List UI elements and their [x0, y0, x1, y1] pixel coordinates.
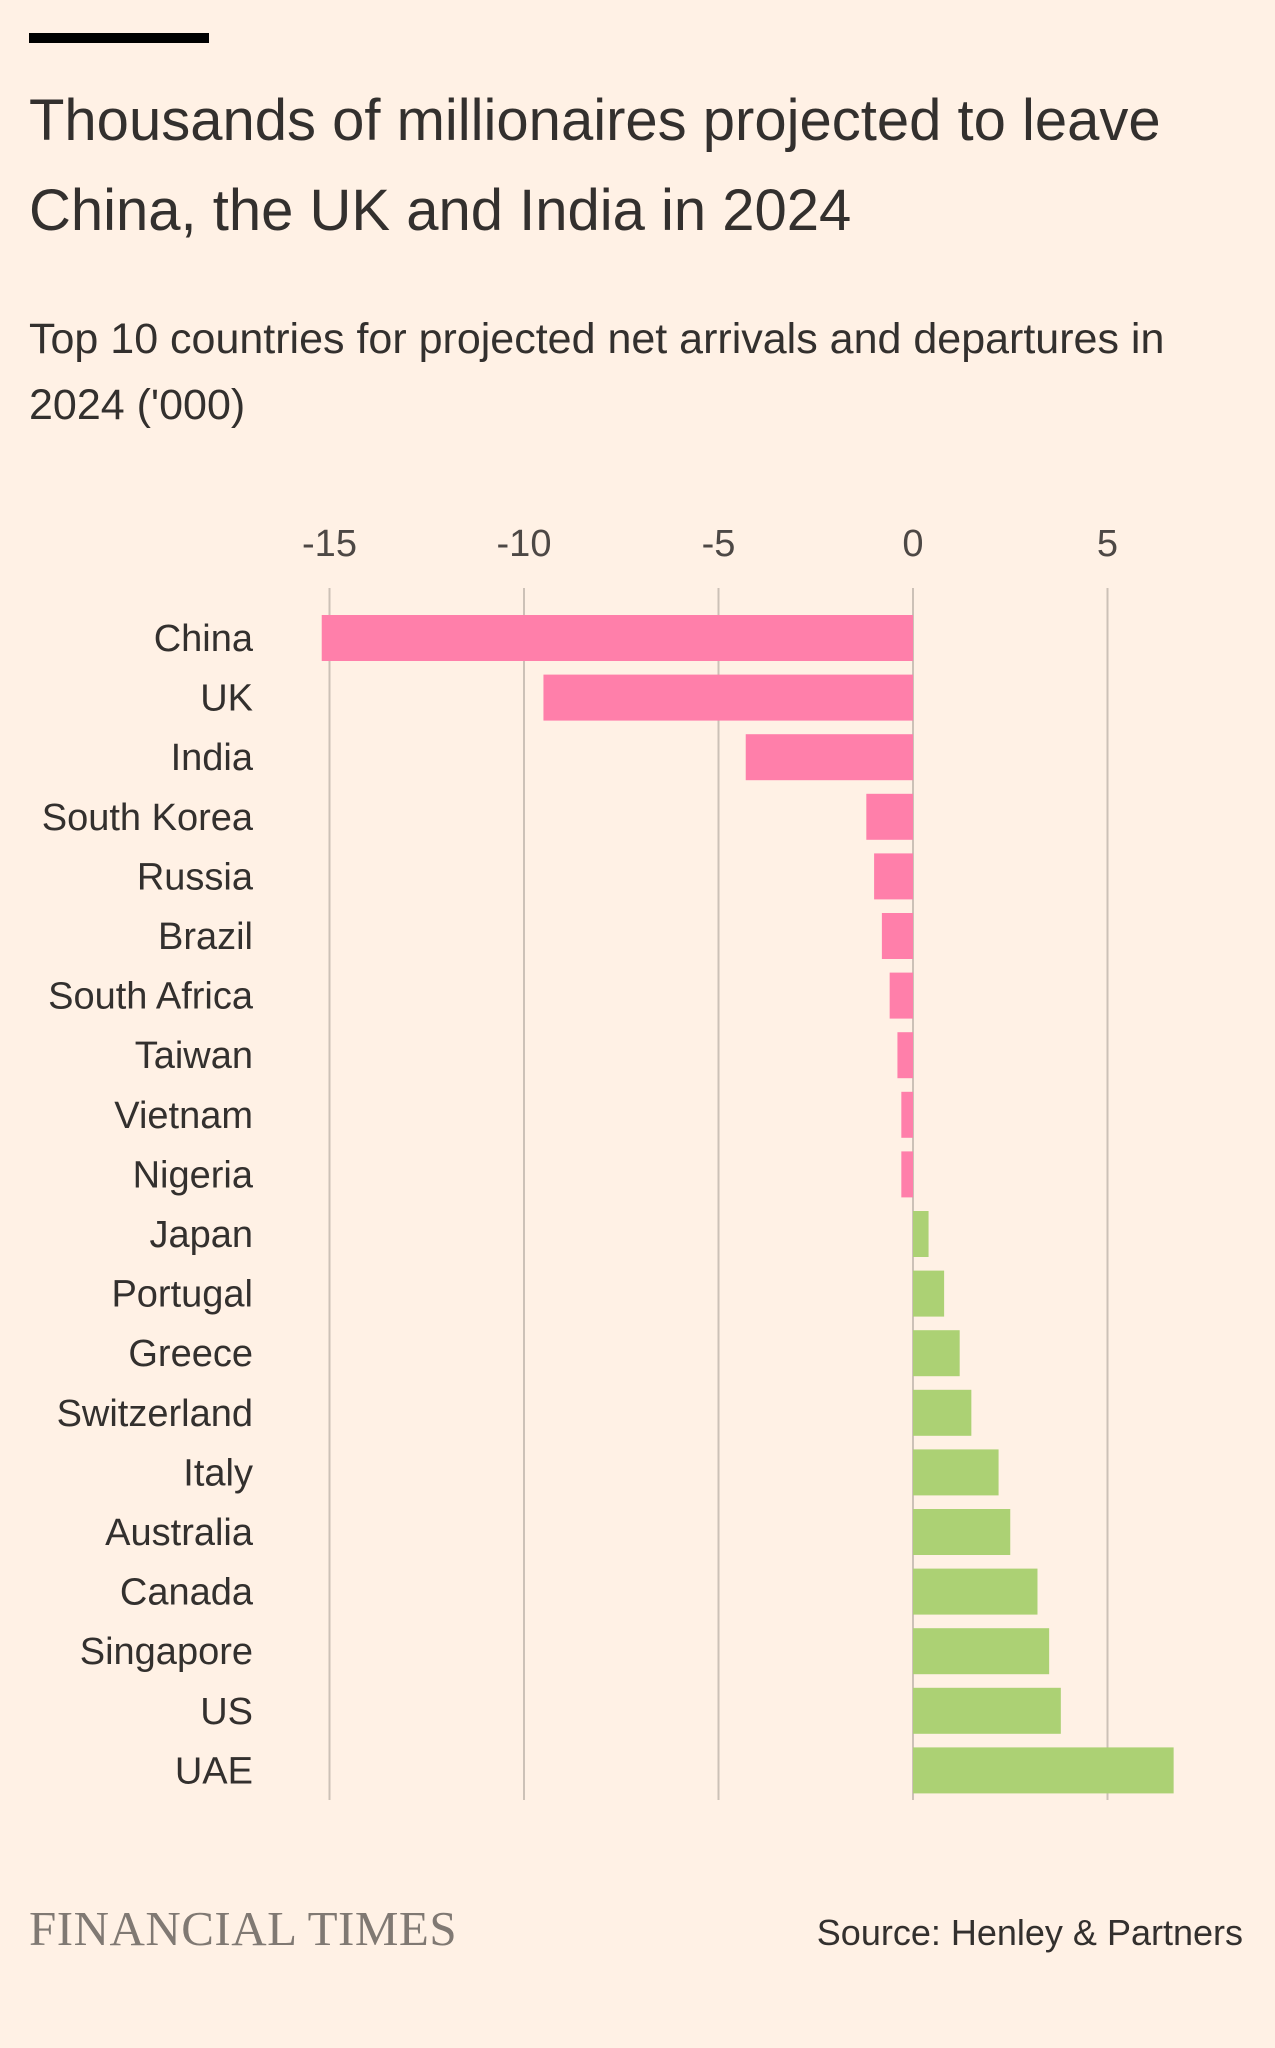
bar-uae [913, 1747, 1174, 1794]
category-label: Japan [149, 1214, 253, 1256]
bar-vietnam [901, 1091, 913, 1138]
bar-japan [913, 1211, 929, 1257]
bar-south-korea [866, 793, 913, 840]
chart-title: Thousands of millionaires projected to l… [29, 88, 1161, 243]
source-note: Source: Henley & Partners [816, 1912, 1243, 1953]
bar-australia [913, 1509, 1011, 1555]
category-label: UAE [175, 1750, 253, 1792]
bar-portugal [913, 1270, 945, 1317]
category-label: South Africa [48, 976, 254, 1018]
x-tick-label: 0 [902, 523, 923, 565]
bar-india [745, 734, 913, 781]
category-label: Russia [137, 856, 254, 898]
bar-canada [913, 1568, 1038, 1615]
x-tick-label: -15 [302, 523, 357, 565]
ft-brand-logo: FINANCIAL TIMES [29, 1901, 458, 1956]
category-labels: China UK India South Korea Russia Brazil South… [42, 618, 254, 1792]
category-label: Portugal [111, 1274, 253, 1316]
category-label: UK [200, 678, 253, 720]
category-label: Taiwan [135, 1035, 253, 1077]
category-label: Greece [128, 1333, 253, 1375]
category-label: Vietnam [114, 1095, 253, 1137]
bar-switzerland [913, 1389, 972, 1436]
x-tick-label: -5 [702, 523, 736, 565]
bar-singapore [913, 1628, 1050, 1675]
top-rule [29, 33, 209, 43]
category-label: Brazil [158, 916, 253, 958]
category-label: Australia [105, 1512, 254, 1554]
x-axis-ticks: -15 -10 -5 0 5 [302, 523, 1118, 565]
x-tick-label: 5 [1097, 523, 1118, 565]
x-tick-label: -10 [497, 523, 552, 565]
bar-russia [874, 853, 913, 900]
category-label: China [154, 618, 254, 660]
bar-greece [913, 1330, 960, 1377]
category-label: Singapore [80, 1631, 253, 1673]
category-label: Nigeria [133, 1154, 254, 1196]
gridlines [328, 588, 1109, 1800]
bar-nigeria [901, 1151, 913, 1198]
category-label: Italy [183, 1452, 253, 1494]
category-label: US [200, 1691, 253, 1733]
bar-china [321, 615, 914, 661]
bar-us [913, 1687, 1061, 1734]
bar-italy [913, 1449, 999, 1496]
category-label: South Korea [42, 797, 254, 839]
bars [321, 615, 1174, 1794]
bar-uk [543, 674, 913, 721]
bar-south-africa [889, 972, 913, 1019]
category-label: Switzerland [57, 1393, 253, 1435]
bar-taiwan [897, 1032, 913, 1079]
category-label: India [171, 737, 254, 779]
bar-brazil [881, 913, 913, 959]
chart-subtitle: Top 10 countries for projected net arriv… [29, 315, 1165, 429]
category-label: Canada [120, 1572, 254, 1614]
